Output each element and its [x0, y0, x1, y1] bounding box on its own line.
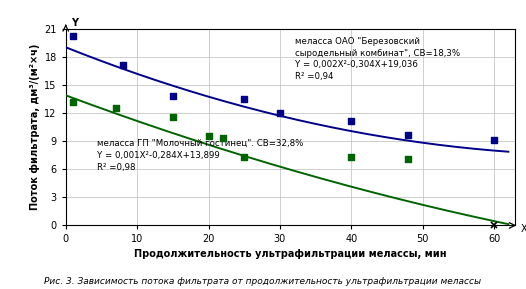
Point: [119, 63, 127, 68]
X-axis label: Продолжительность ультрафильтрации мелассы, мин: Продолжительность ультрафильтрации мелас…: [134, 249, 447, 259]
Point: [240, 155, 248, 160]
Point: [69, 34, 77, 39]
Text: Y: Y: [72, 18, 78, 28]
Y-axis label: Поток фильтрата, дм³/(м²×ч): Поток фильтрата, дм³/(м²×ч): [30, 44, 40, 210]
Point: [69, 100, 77, 104]
Point: [347, 118, 356, 123]
Point: [276, 111, 284, 115]
Point: [112, 106, 120, 111]
Text: Рис. 3. Зависимость потока фильтрата от продолжительность ультрафильтрации мелас: Рис. 3. Зависимость потока фильтрата от …: [44, 277, 482, 286]
Point: [490, 138, 498, 142]
Point: [204, 133, 213, 138]
Text: меласса ГП "Молочный гостинец". СВ=32,8%
Y = 0,001X²-0,284X+13,899
R² =0,98: меласса ГП "Молочный гостинец". СВ=32,8%…: [97, 139, 304, 172]
Text: X: X: [521, 224, 526, 234]
Text: меласса ОАО "Березовский
сыродельный комбинат", СВ=18,3%
Y = 0,002X²-0,304X+19,0: меласса ОАО "Березовский сыродельный ком…: [295, 37, 460, 81]
Point: [219, 136, 227, 141]
Point: [169, 114, 177, 119]
Point: [240, 97, 248, 101]
Point: [347, 155, 356, 160]
Point: [169, 94, 177, 99]
Point: [404, 132, 412, 137]
Point: [404, 157, 412, 161]
